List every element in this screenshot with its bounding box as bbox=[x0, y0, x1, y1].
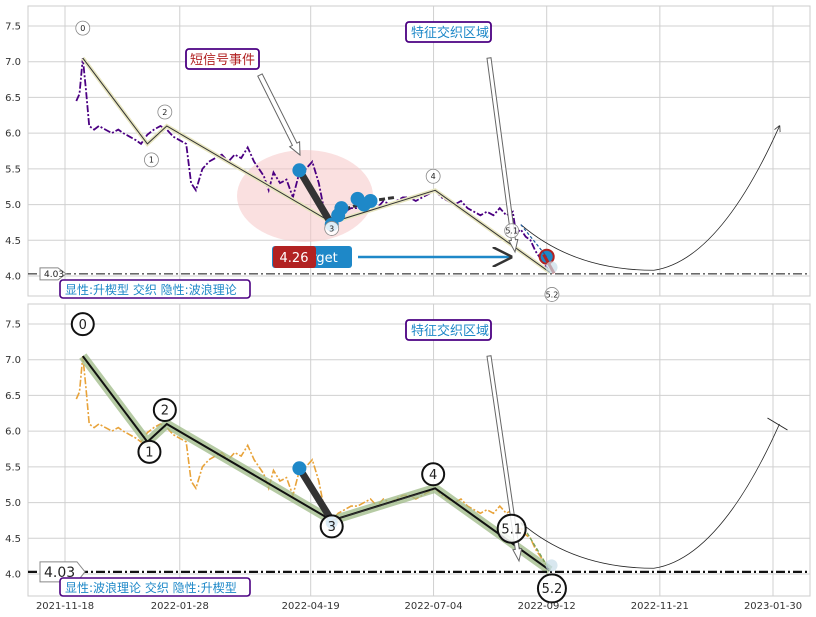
y-tick-label: 7.0 bbox=[5, 355, 21, 366]
bottom-wave-lines bbox=[79, 353, 553, 575]
wave-line-top bbox=[82, 57, 551, 273]
signal-marker bbox=[363, 194, 378, 208]
wave-label-text: 4 bbox=[431, 172, 436, 181]
wave-line-bottom bbox=[82, 355, 551, 572]
caption-text: 显性:升楔型 交织 隐性:波浪理论 bbox=[65, 282, 237, 297]
wave-label-circle bbox=[324, 221, 340, 236]
signal-marker bbox=[334, 201, 349, 216]
support-arrow-tag bbox=[39, 561, 86, 583]
top-y-ticks: 4.0 4.5 5.0 5.5 6.0 6.5 7.0 7.5 bbox=[5, 22, 21, 283]
y-tick-label: 6.0 bbox=[5, 129, 21, 140]
y-tick-label: 5.5 bbox=[5, 164, 21, 175]
signal-marker-bottom bbox=[292, 461, 307, 476]
y-tick-label: 4.5 bbox=[5, 236, 21, 247]
wave-label-circle bbox=[319, 514, 344, 539]
signal-thick-line bbox=[295, 166, 336, 229]
wave-label-text: 5.2 bbox=[546, 290, 559, 299]
x-tick-label: 2021-11-18 bbox=[36, 601, 94, 612]
y-tick-label: 6.0 bbox=[5, 427, 21, 438]
wave-label-circle bbox=[536, 573, 567, 604]
wave-label-text: 2 bbox=[162, 108, 167, 117]
wave-label-text: 5.1 bbox=[501, 522, 522, 537]
x-tick-label: 2023-01-30 bbox=[744, 601, 802, 612]
wave-label-circle bbox=[504, 223, 520, 239]
y-tick-label: 5.0 bbox=[5, 200, 21, 211]
wave-end-blob bbox=[545, 261, 558, 274]
wave-label-circle bbox=[544, 287, 560, 302]
caption-text: 显性:波浪理论 交织 隐性:升楔型 bbox=[65, 580, 237, 595]
wave-label-text: 5.1 bbox=[505, 227, 518, 236]
caption-box bbox=[59, 577, 251, 597]
y-tick-label: 4.0 bbox=[5, 272, 21, 283]
x-tick-label: 2022-11-21 bbox=[631, 601, 689, 612]
feature-zone-text: 特征交织区域 bbox=[411, 323, 489, 339]
wave-label-text: 0 bbox=[80, 24, 85, 33]
feature-zone-arrow-top bbox=[486, 57, 519, 254]
top-wave-labels: 0 1 2 3 4 5.1 5.2 bbox=[75, 20, 560, 302]
wave-end-blob-bottom bbox=[545, 559, 558, 572]
wave-label-text: 1 bbox=[145, 446, 153, 461]
wave-label-circle bbox=[496, 513, 527, 544]
wave-label-text: 1 bbox=[149, 156, 154, 165]
x-tick-label: 2022-07-04 bbox=[404, 601, 462, 612]
wave-label-text: 2 bbox=[161, 404, 169, 419]
projection-curve-top bbox=[520, 126, 780, 271]
feature-zone-box bbox=[405, 21, 492, 43]
top-plot-area bbox=[27, 5, 811, 297]
caption-box bbox=[59, 279, 251, 299]
signal-thick-line-bottom bbox=[295, 464, 336, 524]
short-signal-box bbox=[185, 48, 260, 70]
fan-line-top bbox=[520, 224, 548, 258]
feature-zone-box bbox=[405, 319, 492, 341]
bottom-wave-labels: 0 1 2 3 4 5.1 5.2 bbox=[70, 312, 567, 604]
y-tick-label: 4.5 bbox=[5, 534, 21, 545]
y-tick-label: 4.0 bbox=[5, 570, 21, 581]
feature-zone-text: 特征交织区域 bbox=[411, 25, 489, 41]
wave-label-circle bbox=[144, 152, 159, 168]
wave-label-circle bbox=[425, 168, 441, 184]
top-grid bbox=[28, 6, 810, 296]
x-axis-ticks: 2021-11-18 2022-01-28 2022-04-19 2022-07-04… bbox=[36, 601, 802, 612]
signal-marker bbox=[292, 163, 307, 178]
x-tick-label: 2022-01-28 bbox=[151, 601, 209, 612]
wave-label-circle bbox=[75, 20, 91, 36]
wave-label-circle bbox=[157, 104, 173, 120]
y-tick-label: 6.5 bbox=[5, 391, 21, 402]
wave-label-circle bbox=[152, 398, 177, 422]
wave-label-circle bbox=[70, 312, 95, 337]
wave-label-circle bbox=[421, 462, 446, 487]
x-tick-label: 2022-04-19 bbox=[282, 601, 340, 612]
wave-label-circle bbox=[137, 439, 162, 464]
top-wave-lines bbox=[81, 56, 552, 275]
wave-label-text: 3 bbox=[328, 520, 336, 535]
feature-zone-arrow-bottom bbox=[486, 355, 523, 563]
x-tick-label: 2022-09-12 bbox=[518, 601, 576, 612]
projection-curve-bottom bbox=[520, 423, 780, 569]
y-tick-label: 7.0 bbox=[5, 57, 21, 68]
wave-label-text: 0 bbox=[79, 318, 87, 333]
target-value: 4.26 bbox=[280, 251, 309, 266]
bottom-y-ticks: 4.0 4.5 5.0 5.5 6.0 6.5 7.0 7.5 bbox=[5, 320, 21, 581]
short-signal-text: 短信号事件 bbox=[190, 53, 255, 68]
wave-label-text: 5.2 bbox=[542, 582, 563, 597]
projection-tip bbox=[767, 417, 788, 431]
y-tick-label: 7.5 bbox=[5, 22, 21, 33]
wave-label-text: 3 bbox=[329, 224, 334, 233]
wave-label-text: 4 bbox=[429, 468, 437, 483]
support-arrow-tag bbox=[39, 267, 67, 281]
support-label: 4.03 bbox=[44, 270, 64, 280]
target-value-box bbox=[273, 246, 316, 268]
y-tick-label: 5.0 bbox=[5, 498, 21, 509]
y-tick-label: 6.5 bbox=[5, 93, 21, 104]
y-tick-label: 7.5 bbox=[5, 320, 21, 331]
short-signal-arrow bbox=[257, 73, 301, 157]
signal-line-bottom bbox=[331, 491, 426, 521]
y-tick-label: 5.5 bbox=[5, 462, 21, 473]
support-label: 4.03 bbox=[44, 565, 75, 581]
